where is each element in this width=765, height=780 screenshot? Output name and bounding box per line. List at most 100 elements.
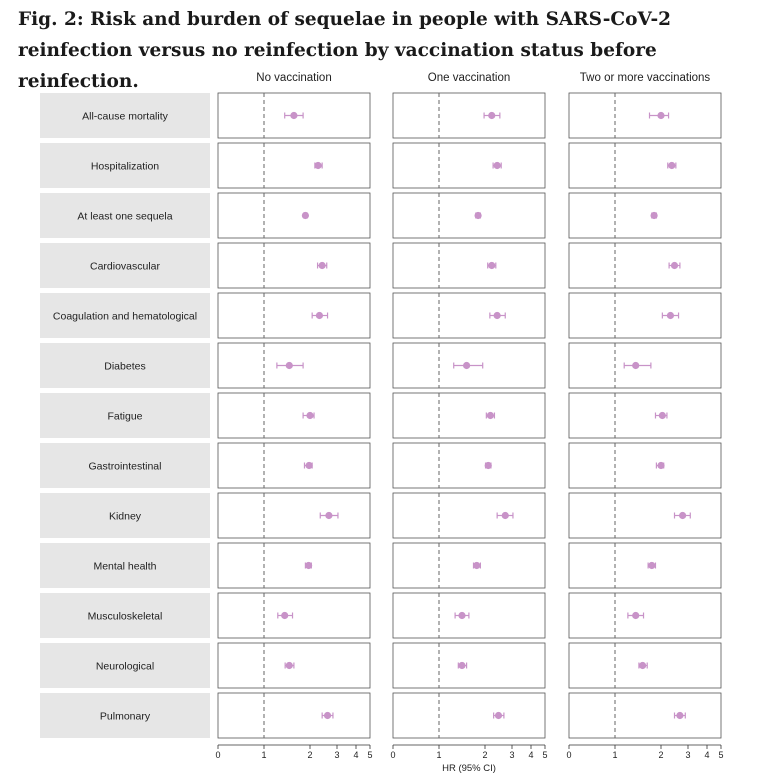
row-label: Diabetes <box>104 361 145 373</box>
panel-cell <box>568 142 722 189</box>
x-tick-label: 3 <box>334 750 339 760</box>
hr-point <box>474 211 482 220</box>
hr-point <box>473 561 481 570</box>
row-label-box <box>40 443 210 488</box>
panel-cell <box>392 292 546 339</box>
row-label: Hospitalization <box>91 161 159 173</box>
row-labels: All-cause mortality Hospitalization At lea… <box>40 93 210 738</box>
column-title: Two or more vaccinations <box>580 72 711 84</box>
row-label-box <box>40 643 210 688</box>
panel-cell <box>392 192 546 239</box>
row-label-box <box>40 693 210 738</box>
x-tick-label: 3 <box>685 750 690 760</box>
figure-title: Fig. 2: Risk and burden of sequelae in p… <box>18 9 672 92</box>
hr-point <box>666 311 675 320</box>
hr-point <box>305 461 313 470</box>
x-tick-label: 2 <box>482 750 487 760</box>
hr-point <box>458 661 466 670</box>
panel-cell <box>217 692 371 739</box>
x-tick-label: 3 <box>509 750 514 760</box>
x-tick-label: 5 <box>542 750 547 760</box>
hr-point <box>290 111 298 120</box>
x-tick-label: 0 <box>566 750 571 760</box>
x-tick-label: 1 <box>612 750 617 760</box>
row-label-box <box>40 393 210 438</box>
panel-cell <box>568 392 722 439</box>
panel-cell <box>217 242 371 289</box>
hr-point <box>486 411 494 420</box>
hr-point <box>306 411 314 420</box>
panel-cell <box>217 392 371 439</box>
row-label: Cardiovascular <box>90 261 161 273</box>
hr-point <box>315 311 324 320</box>
panel-cell <box>217 142 371 189</box>
hr-point <box>488 111 496 120</box>
panel-cell <box>392 642 546 689</box>
panel-cell <box>217 192 371 239</box>
row-label: Pulmonary <box>100 711 151 723</box>
row-label: Kidney <box>109 511 142 523</box>
hr-point <box>679 511 687 520</box>
x-tick-label: 4 <box>704 750 709 760</box>
hr-point <box>650 211 658 220</box>
row-label-box <box>40 293 210 338</box>
hr-point <box>648 561 656 570</box>
hr-point <box>318 261 326 270</box>
row-label: Coagulation and hematological <box>53 311 197 323</box>
row-label-box <box>40 593 210 638</box>
x-tick-label: 0 <box>215 750 220 760</box>
row-label-box <box>40 93 210 138</box>
panel-cell <box>217 442 371 489</box>
row-label: Musculoskeletal <box>88 611 163 623</box>
panel-cell <box>392 492 546 539</box>
hr-point <box>285 361 293 370</box>
hr-point <box>501 511 509 520</box>
panels: No vaccination One vaccination Two or more… <box>217 72 722 739</box>
hr-point <box>657 111 665 120</box>
hr-point <box>463 361 471 370</box>
x-tick-label: 1 <box>436 750 441 760</box>
column-title: No vaccination <box>256 72 331 84</box>
x-tick-label: 5 <box>718 750 723 760</box>
panel-cell <box>217 542 371 589</box>
hr-point <box>493 311 501 320</box>
panel-cell <box>392 442 546 489</box>
hr-point <box>484 461 492 470</box>
panel-cell <box>392 92 546 139</box>
column-title: One vaccination <box>428 72 510 84</box>
x-tick-label: 4 <box>528 750 533 760</box>
hr-point <box>281 611 289 620</box>
row-label-box <box>40 493 210 538</box>
row-label-box <box>40 343 210 388</box>
row-label: Fatigue <box>107 411 142 423</box>
x-tick-label: 5 <box>367 750 372 760</box>
hr-point <box>325 511 333 520</box>
panel-cell <box>568 92 722 139</box>
x-tick-label: 2 <box>658 750 663 760</box>
panel-cell <box>568 692 722 739</box>
panel-cell <box>568 592 722 639</box>
panel-cell <box>392 142 546 189</box>
row-label-box <box>40 243 210 288</box>
row-label-box <box>40 143 210 188</box>
panel-cell <box>568 442 722 489</box>
panel-cell <box>568 242 722 289</box>
x-tick-label: 0 <box>390 750 395 760</box>
hr-point <box>494 711 503 720</box>
hr-point <box>632 611 640 620</box>
hr-point <box>285 661 293 670</box>
hr-point <box>657 461 665 470</box>
row-label: Gastrointestinal <box>89 461 162 473</box>
panel-cell <box>217 292 371 339</box>
hr-point <box>314 161 322 170</box>
x-axis-title: HR (95% CI) <box>442 763 496 774</box>
hr-point <box>658 411 666 420</box>
panel-cell <box>392 542 546 589</box>
panel-cell <box>217 592 371 639</box>
row-label-box <box>40 193 210 238</box>
hr-point <box>458 611 466 620</box>
x-tick-label: 4 <box>353 750 358 760</box>
panel-cell <box>392 392 546 439</box>
